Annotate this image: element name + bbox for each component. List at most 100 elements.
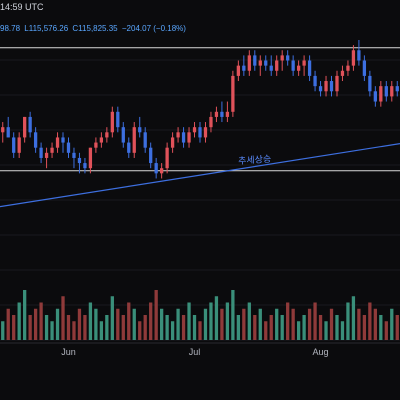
candle-body <box>127 142 131 153</box>
candle-body <box>39 147 43 158</box>
ohlc-readout: 98.78 L115,576.26 C115,825.35 −204.07 (−… <box>0 24 188 33</box>
volume-bar <box>275 308 279 340</box>
volume-bar <box>55 308 60 340</box>
volume-bar <box>209 302 213 340</box>
volume-bar <box>110 296 114 340</box>
volume-bars <box>1 290 399 340</box>
volume-bar <box>395 315 399 340</box>
volume-bar <box>379 315 383 340</box>
candle-body <box>340 70 345 76</box>
volume-bar <box>88 302 93 340</box>
volume-bar <box>99 321 104 340</box>
candle-body <box>247 55 251 71</box>
candle-body <box>209 116 213 128</box>
candle-body <box>264 60 268 66</box>
trendline[interactable] <box>0 142 400 208</box>
volume-bar <box>258 308 262 340</box>
volume-bar <box>247 302 251 340</box>
volume-bar <box>242 308 246 340</box>
volume-bar <box>127 302 131 340</box>
candle-body <box>203 127 208 138</box>
volume-bar <box>296 321 301 340</box>
volume-bar <box>165 315 169 340</box>
candle-body <box>160 168 164 174</box>
trend-annotation: 추세상승 <box>238 154 272 167</box>
volume-bar <box>280 315 284 340</box>
trendline-segment <box>0 142 400 208</box>
volume-bar <box>324 321 328 340</box>
volume-bar <box>302 315 306 340</box>
volume-bar <box>176 308 180 340</box>
volume-bar <box>116 308 120 340</box>
x-axis: Jun Jul Aug <box>61 347 328 357</box>
volume-bar <box>72 321 76 340</box>
volume-bar <box>149 302 153 340</box>
volume-bar <box>23 290 27 340</box>
candle-body <box>6 127 10 138</box>
volume-bar <box>105 315 109 340</box>
candle-body <box>44 152 49 158</box>
volume-bar <box>154 290 158 340</box>
volume-bar <box>335 315 339 340</box>
volume-bar <box>286 302 290 340</box>
candle-body <box>116 111 120 128</box>
candle-body <box>357 50 361 61</box>
candle-body <box>1 127 5 133</box>
volume-bar <box>253 315 257 340</box>
candle-body <box>88 147 93 169</box>
candle-body <box>55 137 60 148</box>
volume-bar <box>269 315 273 340</box>
candle-body <box>28 116 32 133</box>
candle-body <box>50 147 54 153</box>
volume-bar <box>340 321 345 340</box>
candle-body <box>154 163 158 174</box>
candle-body <box>302 60 306 66</box>
candle-body <box>318 86 323 92</box>
volume-bar <box>390 308 394 340</box>
volume-bar <box>160 308 164 340</box>
candle-body <box>214 111 219 117</box>
candle-body <box>99 137 104 143</box>
candle-body <box>390 86 394 97</box>
candle-body <box>83 163 87 169</box>
volume-bar <box>83 315 87 340</box>
candle-body <box>313 75 317 87</box>
candle-body <box>225 111 230 117</box>
candle-body <box>346 65 350 71</box>
volume-bar <box>132 308 136 340</box>
candle-body <box>269 65 273 71</box>
candle-body <box>280 55 284 61</box>
volume-bar <box>94 308 98 340</box>
volume-bar <box>1 321 5 340</box>
volume-bar <box>198 321 202 340</box>
candle-body <box>132 127 136 153</box>
volume-bar <box>313 302 317 340</box>
candle-body <box>72 152 76 158</box>
candle-body <box>17 137 21 153</box>
x-tick-label: Jun <box>61 347 76 357</box>
volume-bar <box>291 308 295 340</box>
volume-bar <box>203 308 208 340</box>
candle-body <box>242 65 246 71</box>
volume-bar <box>307 308 312 340</box>
candle-body <box>384 86 388 97</box>
candle-body <box>231 75 235 112</box>
candle-body <box>170 137 175 148</box>
volume-bar <box>236 315 240 340</box>
x-tick-label: Jul <box>189 347 201 357</box>
volume-bar <box>77 308 82 340</box>
candle-body <box>373 91 377 102</box>
volume-bar <box>121 315 125 340</box>
candle-body <box>220 111 224 117</box>
volume-bar <box>6 308 10 340</box>
volume-bar <box>231 290 235 340</box>
volume-bar <box>33 308 38 340</box>
ohlc-change: −204.07 (−0.18%) <box>121 24 186 33</box>
volume-bar <box>39 302 43 340</box>
candle-body <box>395 86 399 92</box>
volume-bar <box>17 302 21 340</box>
volume-bar <box>192 315 197 340</box>
candle-body <box>61 137 65 143</box>
volume-bar <box>357 308 361 340</box>
